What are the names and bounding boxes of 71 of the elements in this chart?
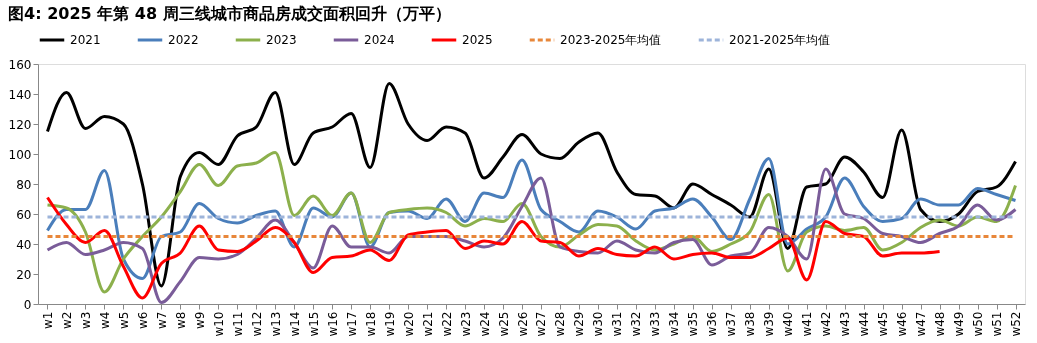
line-series bbox=[45, 196, 942, 300]
x-tick-label: w12 bbox=[249, 311, 264, 337]
x-tick-label: w19 bbox=[382, 311, 397, 337]
line-series bbox=[45, 82, 1018, 288]
x-tick-label: w4 bbox=[97, 311, 112, 329]
x-tick-label: w10 bbox=[211, 311, 226, 337]
legend-label: 2021-2025年均值 bbox=[729, 33, 831, 47]
chart-title: 图4: 2025 年第 48 周三线城市商品房成交面积回升（万平） bbox=[8, 4, 451, 23]
x-tick-label: w14 bbox=[287, 311, 302, 337]
x-tick-label: w21 bbox=[420, 311, 435, 337]
x-tick-label: w2 bbox=[59, 311, 74, 329]
x-tick-label: w18 bbox=[363, 311, 378, 337]
x-tick-label: w27 bbox=[534, 311, 549, 337]
y-tick-label: 80 bbox=[16, 177, 32, 192]
x-tick-label: w15 bbox=[306, 311, 321, 337]
x-tick-label: w31 bbox=[610, 311, 625, 337]
x-tick-label: w47 bbox=[914, 311, 929, 337]
x-tick-label: w8 bbox=[173, 311, 188, 329]
y-tick-label: 20 bbox=[16, 267, 32, 282]
x-tick-label: w30 bbox=[591, 311, 606, 337]
x-tick-label: w51 bbox=[990, 311, 1005, 337]
x-tick-label: w50 bbox=[971, 311, 986, 337]
x-tick-label: w26 bbox=[515, 311, 530, 337]
x-tick-label: w48 bbox=[933, 311, 948, 337]
x-tick-label: w44 bbox=[857, 311, 872, 337]
y-tick-label: 0 bbox=[23, 297, 32, 312]
x-tick-label: w3 bbox=[78, 311, 93, 329]
y-tick-label: 160 bbox=[8, 57, 32, 72]
x-tick-label: w9 bbox=[192, 311, 207, 329]
y-tick-label: 100 bbox=[8, 147, 32, 162]
x-tick-label: w40 bbox=[781, 311, 796, 337]
legend-label: 2025 bbox=[462, 33, 493, 47]
x-tick-label: w41 bbox=[800, 311, 815, 337]
x-tick-label: w20 bbox=[401, 311, 416, 337]
legend-label: 2023-2025年均值 bbox=[560, 33, 662, 47]
x-tick-label: w46 bbox=[895, 311, 910, 337]
x-tick-label: w39 bbox=[762, 311, 777, 337]
x-tick-label: w37 bbox=[724, 311, 739, 337]
legend-label: 2022 bbox=[168, 33, 199, 47]
legend-label: 2021 bbox=[70, 33, 101, 47]
x-tick-label: w28 bbox=[553, 311, 568, 337]
y-tick-label: 140 bbox=[8, 87, 32, 102]
x-tick-label: w52 bbox=[1009, 311, 1024, 337]
x-tick-label: w5 bbox=[116, 311, 131, 329]
x-tick-label: w35 bbox=[686, 311, 701, 337]
x-tick-label: w49 bbox=[952, 311, 967, 337]
x-tick-label: w22 bbox=[439, 311, 454, 337]
x-tick-label: w13 bbox=[268, 311, 283, 337]
x-tick-label: w45 bbox=[876, 311, 891, 337]
x-tick-label: w36 bbox=[705, 311, 720, 337]
x-tick-label: w1 bbox=[40, 311, 55, 329]
x-tick-label: w6 bbox=[135, 311, 150, 329]
x-tick-label: w23 bbox=[458, 311, 473, 337]
x-tick-label: w7 bbox=[154, 311, 169, 329]
y-tick-label: 60 bbox=[16, 207, 32, 222]
x-tick-label: w25 bbox=[496, 311, 511, 337]
x-tick-label: w11 bbox=[230, 311, 245, 337]
x-tick-label: w38 bbox=[743, 311, 758, 337]
x-tick-label: w24 bbox=[477, 311, 492, 337]
x-tick-label: w34 bbox=[667, 311, 682, 337]
legend-label: 2024 bbox=[364, 33, 395, 47]
x-tick-label: w29 bbox=[572, 311, 587, 337]
legend-label: 2023 bbox=[266, 33, 297, 47]
x-tick-label: w42 bbox=[819, 311, 834, 337]
y-tick-label: 40 bbox=[16, 237, 32, 252]
y-tick-label: 120 bbox=[8, 117, 32, 132]
x-tick-label: w33 bbox=[648, 311, 663, 337]
x-tick-label: w16 bbox=[325, 311, 340, 337]
x-tick-label: w17 bbox=[344, 311, 359, 337]
x-tick-label: w32 bbox=[629, 311, 644, 337]
x-tick-label: w43 bbox=[838, 311, 853, 337]
